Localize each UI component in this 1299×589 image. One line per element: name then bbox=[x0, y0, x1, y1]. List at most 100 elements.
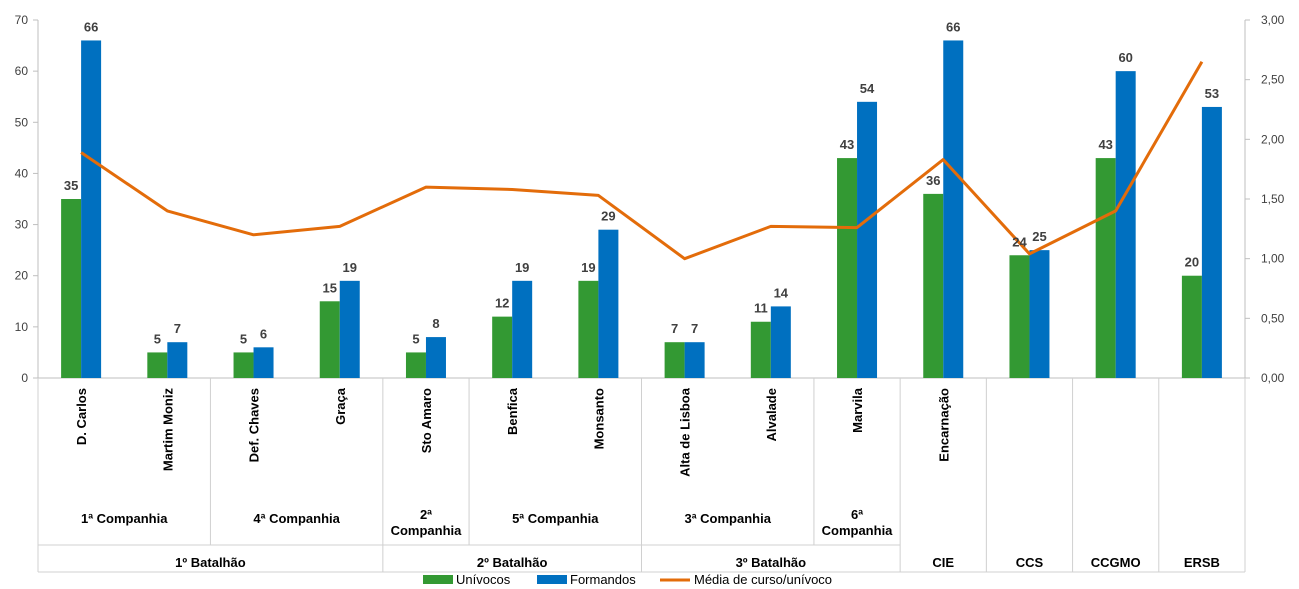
bar-univocos bbox=[405, 352, 426, 378]
y-tick-label: 20 bbox=[15, 269, 29, 283]
y-tick-label: 40 bbox=[15, 166, 29, 180]
category-label: Monsanto bbox=[591, 388, 606, 449]
data-label: 7 bbox=[174, 321, 181, 336]
data-label: 7 bbox=[671, 321, 678, 336]
bar-formandos bbox=[253, 347, 274, 378]
bar-formandos bbox=[943, 40, 964, 378]
legend-swatch bbox=[537, 575, 567, 584]
bar-univocos bbox=[319, 301, 340, 378]
data-label: 43 bbox=[1098, 137, 1112, 152]
category-label: Alvalade bbox=[764, 388, 779, 441]
bar-univocos bbox=[61, 199, 82, 378]
bar-formandos bbox=[425, 337, 446, 378]
battalion-label: CCS bbox=[1016, 555, 1044, 570]
data-label: 66 bbox=[84, 19, 98, 34]
y2-tick-label: 2,00 bbox=[1261, 132, 1285, 146]
data-label: 35 bbox=[64, 178, 78, 193]
data-label: 7 bbox=[691, 321, 698, 336]
legend-label: Unívocos bbox=[456, 572, 511, 587]
data-label: 5 bbox=[154, 331, 161, 346]
data-label: 19 bbox=[581, 260, 595, 275]
data-label: 66 bbox=[946, 19, 960, 34]
data-label: 15 bbox=[323, 280, 337, 295]
y-tick-label: 70 bbox=[15, 13, 29, 27]
y2-tick-label: 1,50 bbox=[1261, 192, 1285, 206]
company-label: 3ª Companhia bbox=[684, 511, 771, 526]
bar-univocos bbox=[147, 352, 168, 378]
data-label: 36 bbox=[926, 173, 940, 188]
y2-tick-label: 2,50 bbox=[1261, 73, 1285, 87]
category-label: Marvila bbox=[850, 387, 865, 433]
legend-swatch bbox=[423, 575, 453, 584]
data-label: 60 bbox=[1118, 50, 1132, 65]
company-label: 4ª Companhia bbox=[253, 511, 340, 526]
category-label: Graça bbox=[333, 387, 348, 425]
axes: 0 10 20 30 40 50 60 70 0,00 0,50 1,00 1,50 2,00 2,50 3… bbox=[15, 13, 1285, 385]
y-tick-label: 60 bbox=[15, 64, 29, 78]
data-label: 25 bbox=[1032, 229, 1046, 244]
legend-label: Formandos bbox=[570, 572, 636, 587]
bar-formandos bbox=[1201, 106, 1222, 378]
bar-univocos bbox=[837, 158, 858, 378]
bar-formandos bbox=[339, 280, 360, 378]
category-label: Martim Moniz bbox=[160, 388, 175, 472]
y2-tick-label: 1,00 bbox=[1261, 252, 1285, 266]
company-label: Companhia bbox=[822, 523, 894, 538]
bar-formandos bbox=[857, 101, 878, 378]
data-label: 29 bbox=[601, 209, 615, 224]
battalion-label: 2º Batalhão bbox=[477, 555, 548, 570]
bars bbox=[61, 40, 1222, 379]
company-label: 5ª Companhia bbox=[512, 511, 599, 526]
data-label: 19 bbox=[343, 260, 357, 275]
data-labels: 35 5 5 15 5 12 19 7 11 43 36 24 43 20 66 7 6 19 8 19 29 7 14 54… bbox=[64, 19, 1219, 346]
bar-univocos bbox=[1009, 255, 1030, 378]
y-tick-label: 50 bbox=[15, 115, 29, 129]
company-label: 1ª Companhia bbox=[81, 511, 168, 526]
data-label: 8 bbox=[432, 316, 439, 331]
data-label: 5 bbox=[412, 331, 419, 346]
data-label: 6 bbox=[260, 326, 267, 341]
data-label: 24 bbox=[1012, 234, 1027, 249]
category-label: Encarnação bbox=[936, 388, 951, 462]
y-tick-label: 30 bbox=[15, 218, 29, 232]
bar-univocos bbox=[664, 342, 685, 378]
category-label: D. Carlos bbox=[74, 388, 89, 445]
average-line bbox=[80, 61, 1204, 261]
bar-univocos bbox=[923, 193, 944, 378]
data-label: 54 bbox=[860, 81, 875, 96]
bar-formandos bbox=[1029, 250, 1050, 378]
bar-univocos bbox=[578, 280, 599, 378]
data-label: 12 bbox=[495, 296, 509, 311]
company-label: 2ª bbox=[420, 507, 432, 522]
data-label: 19 bbox=[515, 260, 529, 275]
data-label: 14 bbox=[774, 285, 789, 300]
battalion-label: CIE bbox=[932, 555, 954, 570]
y2-tick-label: 3,00 bbox=[1261, 13, 1285, 27]
category-label: Benfica bbox=[505, 387, 520, 435]
battalion-label: 3º Batalhão bbox=[736, 555, 807, 570]
data-label: 11 bbox=[754, 301, 768, 316]
y-tick-label: 10 bbox=[15, 320, 29, 334]
legend-label: Média de curso/unívoco bbox=[694, 572, 832, 587]
bar-formandos bbox=[1115, 71, 1136, 379]
company-label: Companhia bbox=[391, 523, 463, 538]
bar-univocos bbox=[1095, 158, 1116, 378]
bar-univocos bbox=[492, 316, 513, 378]
battalion-label: CCGMO bbox=[1091, 555, 1141, 570]
y-tick-label: 0 bbox=[21, 371, 28, 385]
category-label: Sto Amaro bbox=[419, 388, 434, 453]
data-label: 43 bbox=[840, 137, 854, 152]
legend: Unívocos Formandos Média de curso/unívoco bbox=[423, 572, 832, 587]
bar-formandos bbox=[598, 229, 619, 378]
bar-univocos bbox=[1181, 275, 1202, 378]
bar-univocos bbox=[233, 352, 254, 378]
category-label: Alta de Lisboa bbox=[678, 387, 693, 477]
battalion-label: 1º Batalhão bbox=[175, 555, 246, 570]
data-label: 20 bbox=[1185, 255, 1199, 270]
data-label: 53 bbox=[1205, 86, 1219, 101]
category-axis: D. Carlos Martim Moniz Def. Chaves Graça Sto… bbox=[37, 378, 1246, 573]
category-label: Def. Chaves bbox=[247, 388, 262, 462]
bar-formandos bbox=[512, 280, 533, 378]
battalion-label: ERSB bbox=[1184, 555, 1220, 570]
